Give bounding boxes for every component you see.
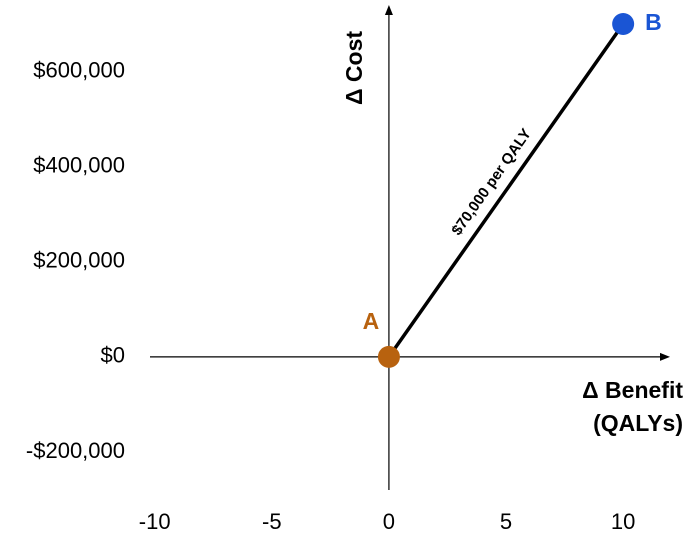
connector-line: [387, 23, 625, 358]
y-tick-label: $200,000: [33, 248, 125, 273]
x-tick-label: -5: [262, 509, 282, 534]
x-tick-label: 0: [383, 509, 395, 534]
x-axis-title: Δ Benefit: [582, 377, 683, 403]
x-tick-label: 10: [611, 509, 635, 534]
point: [612, 13, 635, 36]
y-axis-arrow: [384, 5, 393, 15]
y-tick-label: $600,000: [33, 57, 125, 82]
x-axis-arrow: [660, 352, 670, 361]
point-label: B: [645, 9, 662, 35]
line-annotation: $70,000 per QALY: [448, 126, 535, 239]
y-tick-label: -$200,000: [26, 438, 125, 463]
y-tick-label: $0: [101, 343, 125, 368]
x-tick-label: 5: [500, 509, 512, 534]
x-axis-title: (QALYs): [593, 410, 683, 436]
x-tick-label: -10: [139, 509, 171, 534]
y-axis-title: Δ Cost: [341, 31, 367, 105]
point-label: A: [363, 308, 380, 334]
y-tick-label: $400,000: [33, 152, 125, 177]
point: [377, 345, 400, 368]
